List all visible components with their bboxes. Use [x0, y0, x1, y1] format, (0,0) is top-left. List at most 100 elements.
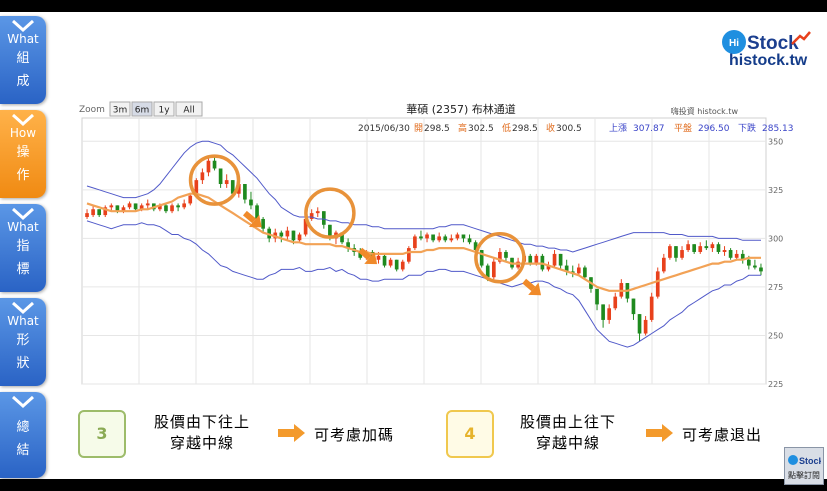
- candle-body: [255, 205, 259, 219]
- candle-body: [485, 265, 490, 278]
- zoom-button-label: 3m: [113, 106, 128, 116]
- candle-body: [631, 298, 636, 315]
- candle-body: [388, 259, 393, 266]
- candle-body: [303, 218, 308, 235]
- candle-body: [394, 259, 399, 270]
- candle-body: [637, 314, 642, 334]
- nav-item-how-operation[interactable]: How 操 作: [0, 110, 46, 198]
- candle-body: [249, 199, 253, 206]
- candle-body: [315, 211, 320, 214]
- nav-label-en: What: [7, 314, 39, 328]
- candle-body: [376, 255, 381, 260]
- svg-text:Hi: Hi: [729, 38, 739, 49]
- candle-body: [722, 250, 727, 252]
- candle-body: [194, 180, 199, 196]
- candle-body: [504, 251, 508, 258]
- zoom-button-label: All: [183, 106, 194, 116]
- chevron-down-icon: [0, 394, 46, 409]
- candle-body: [328, 224, 332, 239]
- info-close-label: 收: [546, 122, 555, 134]
- candle-body: [127, 203, 132, 208]
- candle-body: [309, 213, 314, 219]
- candle-body: [473, 242, 478, 251]
- candle-body: [698, 246, 703, 252]
- nav-label-zh-2: 狀: [16, 356, 30, 371]
- chevron-down-icon: [0, 300, 46, 315]
- candle-body: [728, 250, 733, 258]
- candle-body: [674, 246, 678, 258]
- candle-body: [552, 253, 557, 266]
- zoom-button-box: [153, 101, 175, 117]
- zoom-button-6m[interactable]: 6m: [131, 101, 153, 117]
- candle-body: [419, 236, 423, 239]
- arrow-head: [364, 251, 378, 265]
- y-tick-label: 250: [768, 331, 783, 340]
- zoom-button-1y[interactable]: 1y: [153, 101, 175, 117]
- candle-body: [103, 207, 108, 216]
- info-date: 2015/06/30: [358, 124, 410, 134]
- candle-body: [595, 288, 599, 305]
- nav-label-zh-1: 組: [16, 51, 30, 66]
- candle-body: [358, 251, 363, 258]
- zoom-button-All[interactable]: All: [175, 101, 203, 117]
- step-4-line-2: 穿越中線: [535, 434, 600, 452]
- zoom-button-box: [109, 101, 131, 117]
- zoom-button-3m[interactable]: 3m: [109, 101, 131, 117]
- step-4-line-1: 股價由上往下: [519, 413, 616, 431]
- nav-item-what-shape[interactable]: What 形 狀: [0, 298, 46, 386]
- candle-body: [413, 236, 417, 249]
- candle-body: [97, 209, 102, 216]
- candle-body: [746, 259, 751, 266]
- candle-body: [467, 238, 472, 243]
- candle-body: [583, 267, 587, 278]
- histock-logo: Hi Stock: [722, 30, 811, 54]
- bollinger-upper-band: [86, 140, 761, 253]
- candle-body: [546, 265, 551, 270]
- candle-body: [449, 238, 454, 241]
- info-mid: 296.50: [698, 124, 730, 134]
- nav-item-summary[interactable]: 總 結: [0, 392, 46, 478]
- info-high-label: 高: [458, 122, 467, 134]
- candle-body: [139, 205, 144, 210]
- candle-body: [710, 244, 715, 249]
- svg-text:Stock: Stock: [799, 456, 821, 466]
- candle-body: [406, 248, 411, 262]
- candle-body: [443, 236, 448, 241]
- candle-body: [704, 246, 709, 249]
- candle-body: [243, 184, 247, 200]
- zoom-button-label: 6m: [135, 106, 150, 116]
- candle-body: [491, 261, 496, 278]
- chart-watermark: 嗨投資 histock.tw: [671, 106, 739, 116]
- step-3-action: 可考慮加碼: [314, 426, 395, 444]
- step-3-badge: 3: [78, 410, 126, 458]
- candle-body: [218, 168, 223, 185]
- highlight-circle: [304, 187, 356, 239]
- candle-body: [534, 255, 539, 264]
- candle-body: [680, 250, 684, 258]
- info-open-label: 開: [414, 123, 423, 134]
- candle-body: [230, 180, 235, 194]
- nav-label-en: What: [7, 220, 39, 234]
- candle-body: [734, 253, 739, 258]
- zoom-button-box: [175, 101, 203, 117]
- step-4-badge: 4: [446, 410, 494, 458]
- arrow-shaft: [242, 210, 257, 224]
- step-4-action: 可考慮退出: [682, 426, 763, 444]
- subscribe-button[interactable]: Stock 點擊訂閱: [784, 447, 824, 485]
- bollinger-middle-band: [86, 192, 761, 292]
- candle-body: [558, 253, 563, 266]
- nav-label-zh-1: 指: [16, 239, 30, 254]
- candle-body: [297, 234, 302, 241]
- candle-body: [601, 304, 605, 320]
- zoom-button-label: 1y: [158, 106, 170, 116]
- candle-body: [340, 232, 344, 243]
- nav-label-zh-1: 操: [16, 145, 30, 160]
- y-tick-label: 350: [768, 137, 783, 146]
- candle-body: [528, 255, 533, 264]
- candle-body: [564, 265, 569, 272]
- nav-item-what-indicator[interactable]: What 指 標: [0, 204, 46, 292]
- candle-body: [400, 261, 405, 270]
- candle-body: [145, 203, 150, 206]
- candle-body: [291, 230, 296, 241]
- nav-item-what-composition[interactable]: What 組 成: [0, 16, 46, 104]
